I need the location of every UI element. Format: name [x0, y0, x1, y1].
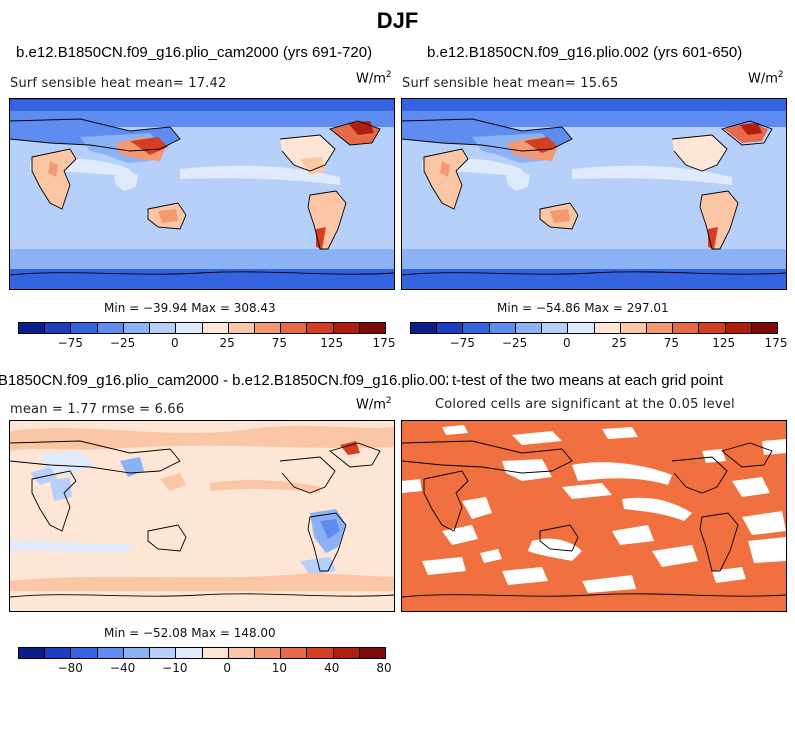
colorbar-swatch	[568, 323, 595, 333]
colorbar-tick-label: 125	[712, 336, 736, 350]
colorbar-tick-label: −75	[57, 336, 83, 350]
colorbar-tick-label: 40	[324, 661, 340, 675]
colorbar-swatch	[333, 323, 360, 333]
colorbar-swatch	[751, 323, 778, 333]
colorbar-swatch	[176, 648, 203, 658]
colorbar-diff	[18, 647, 386, 659]
colorbar-swatch	[359, 648, 386, 658]
colorbar-swatch	[228, 323, 255, 333]
panel-1-title: b.e12.B1850CN.f09_g16.plio_cam2000 (yrs …	[16, 44, 373, 61]
colorbar-swatch	[228, 648, 255, 658]
colorbar-swatch	[71, 323, 98, 333]
colorbar-tick-label: 25	[611, 336, 627, 350]
panel-4-subtitle: Colored cells are significant at the 0.0…	[435, 397, 735, 412]
colorbar-swatch	[437, 323, 464, 333]
colorbar-swatch	[646, 323, 674, 333]
colorbar-swatch	[411, 323, 438, 333]
colorbar-swatch	[150, 323, 177, 333]
colorbar-tick-label: 80	[376, 661, 392, 675]
colorbar-tick-label: 10	[271, 661, 288, 675]
panel-2-map	[401, 98, 787, 290]
colorbar-tick-label: −80	[57, 661, 83, 675]
colorbar-mean-right-ticks: −75 −25 0 25 75 125 175	[410, 336, 788, 352]
colorbar-swatch	[673, 323, 700, 333]
colorbar-swatch	[19, 323, 46, 333]
panel-3-title: b.e12.B1850CN.f09_g16.plio_cam2000 - b.e…	[0, 372, 448, 389]
colorbar-mean-right	[410, 322, 778, 334]
colorbar-tick-label: 25	[219, 336, 235, 350]
panel-3-subtitle: mean = 1.77 rmse = 6.66	[10, 402, 185, 417]
colorbar-swatch	[45, 323, 72, 333]
panel-2-title: b.e12.B1850CN.f09_g16.plio.002 (yrs 601-…	[427, 44, 743, 61]
colorbar-tick-label: 0	[563, 336, 571, 350]
colorbar-swatch	[542, 323, 569, 333]
colorbar-swatch	[123, 323, 151, 333]
colorbar-swatch	[150, 648, 177, 658]
colorbar-diff-ticks: −80 −40 −10 0 10 40 80	[18, 661, 392, 677]
colorbar-swatch	[254, 648, 282, 658]
colorbar-swatch	[359, 323, 386, 333]
colorbar-tick-label: −25	[109, 336, 136, 350]
colorbar-swatch	[463, 323, 490, 333]
colorbar-swatch	[97, 648, 124, 658]
colorbar-swatch	[97, 323, 124, 333]
colorbar-tick-label: 0	[171, 336, 179, 350]
panel-2-minmax: Min = −54.86 Max = 297.01	[497, 301, 669, 315]
colorbar-swatch	[45, 648, 72, 658]
colorbar-tick-label: 75	[663, 336, 680, 350]
colorbar-swatch	[594, 323, 621, 333]
colorbar-swatch	[176, 323, 203, 333]
colorbar-mean-left	[18, 322, 386, 334]
colorbar-tick-label: −75	[449, 336, 475, 350]
colorbar-swatch	[515, 323, 543, 333]
colorbar-swatch	[489, 323, 516, 333]
colorbar-tick-label: −25	[501, 336, 528, 350]
panel-3-unit: W/m2	[356, 396, 392, 413]
colorbar-swatch	[202, 648, 229, 658]
colorbar-swatch	[699, 323, 726, 333]
colorbar-swatch	[202, 323, 229, 333]
panel-4-map	[401, 420, 787, 612]
panel-2-unit: W/m2	[748, 70, 784, 87]
colorbar-swatch	[333, 648, 360, 658]
colorbar-swatch	[254, 323, 282, 333]
panel-3-minmax: Min = −52.08 Max = 148.00	[104, 626, 276, 640]
colorbar-tick-label: 75	[271, 336, 288, 350]
colorbar-tick-label: −10	[162, 661, 188, 675]
colorbar-swatch	[123, 648, 151, 658]
colorbar-swatch	[281, 323, 308, 333]
colorbar-swatch	[19, 648, 46, 658]
colorbar-tick-label: −40	[109, 661, 136, 675]
panel-1-unit: W/m2	[356, 70, 392, 87]
colorbar-swatch	[620, 323, 647, 333]
panel-1-minmax: Min = −39.94 Max = 308.43	[104, 301, 276, 315]
colorbar-swatch	[281, 648, 308, 658]
colorbar-swatch	[71, 648, 98, 658]
colorbar-tick-label: 175	[372, 336, 396, 350]
colorbar-swatch	[725, 323, 752, 333]
colorbar-tick-label: 175	[764, 336, 788, 350]
figure-title: DJF	[376, 8, 419, 33]
panel-3-map	[9, 420, 395, 612]
panel-2-subtitle: Surf sensible heat mean= 15.65	[402, 76, 619, 91]
colorbar-tick-label: 125	[320, 336, 344, 350]
panel-4-title: t-test of the two means at each grid poi…	[452, 372, 723, 389]
colorbar-swatch	[307, 648, 334, 658]
panel-1-map	[9, 98, 395, 290]
panel-1-subtitle: Surf sensible heat mean= 17.42	[10, 76, 227, 91]
colorbar-tick-label: 0	[223, 661, 231, 675]
colorbar-swatch	[307, 323, 334, 333]
colorbar-mean-left-ticks: −75 −25 0 25 75 125 175	[18, 336, 396, 352]
panel-3-title-clip: b.e12.B1850CN.f09_g16.plio_cam2000 - b.e…	[0, 372, 448, 392]
